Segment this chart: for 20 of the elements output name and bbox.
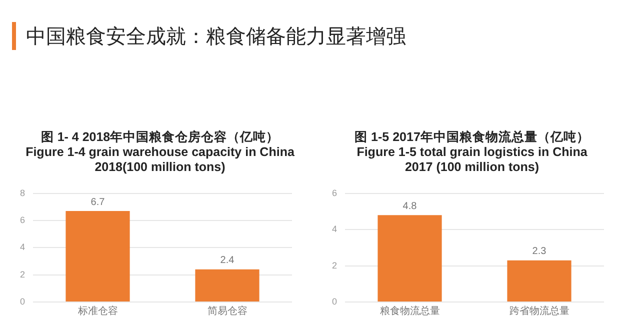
y-tick-label: 2 — [332, 260, 338, 270]
chart-title: 图 1- 4 2018年中国粮食仓房仓容（亿吨） Figure 1-4 grain warehouse capacity in China 2018(100 million tons) — [24, 130, 296, 176]
y-tick-label: 2 — [20, 269, 26, 280]
y-tick-label: 0 — [332, 296, 338, 306]
y-tick-label: 0 — [20, 296, 26, 306]
data-label: 4.8 — [402, 200, 418, 212]
y-tick-label: 6 — [20, 215, 26, 226]
y-tick-label: 4 — [332, 224, 338, 234]
x-tick-label: 标准仓容 — [76, 304, 118, 317]
data-label: 2.3 — [532, 246, 547, 258]
y-tick-label: 8 — [20, 188, 26, 198]
y-tick-label: 6 — [332, 188, 338, 198]
text: 中国粮食安全成就：粮食储备能力显著增强 — [26, 24, 406, 50]
data-label: 6.7 — [90, 196, 106, 208]
data-label: 2.4 — [220, 255, 235, 266]
x-tick-label: 简易仓容 — [207, 304, 248, 317]
y-tick-label: 4 — [20, 242, 26, 252]
x-tick-label: 跨省物流总量 — [509, 304, 570, 317]
x-tick-label: 粮食物流总量 — [380, 304, 440, 317]
chart-title: 图 1-5 2017年中国粮食物流总量（亿吨） Figure 1-5 total grain logistics in China 2017 (100 million tons) — [354, 130, 590, 176]
